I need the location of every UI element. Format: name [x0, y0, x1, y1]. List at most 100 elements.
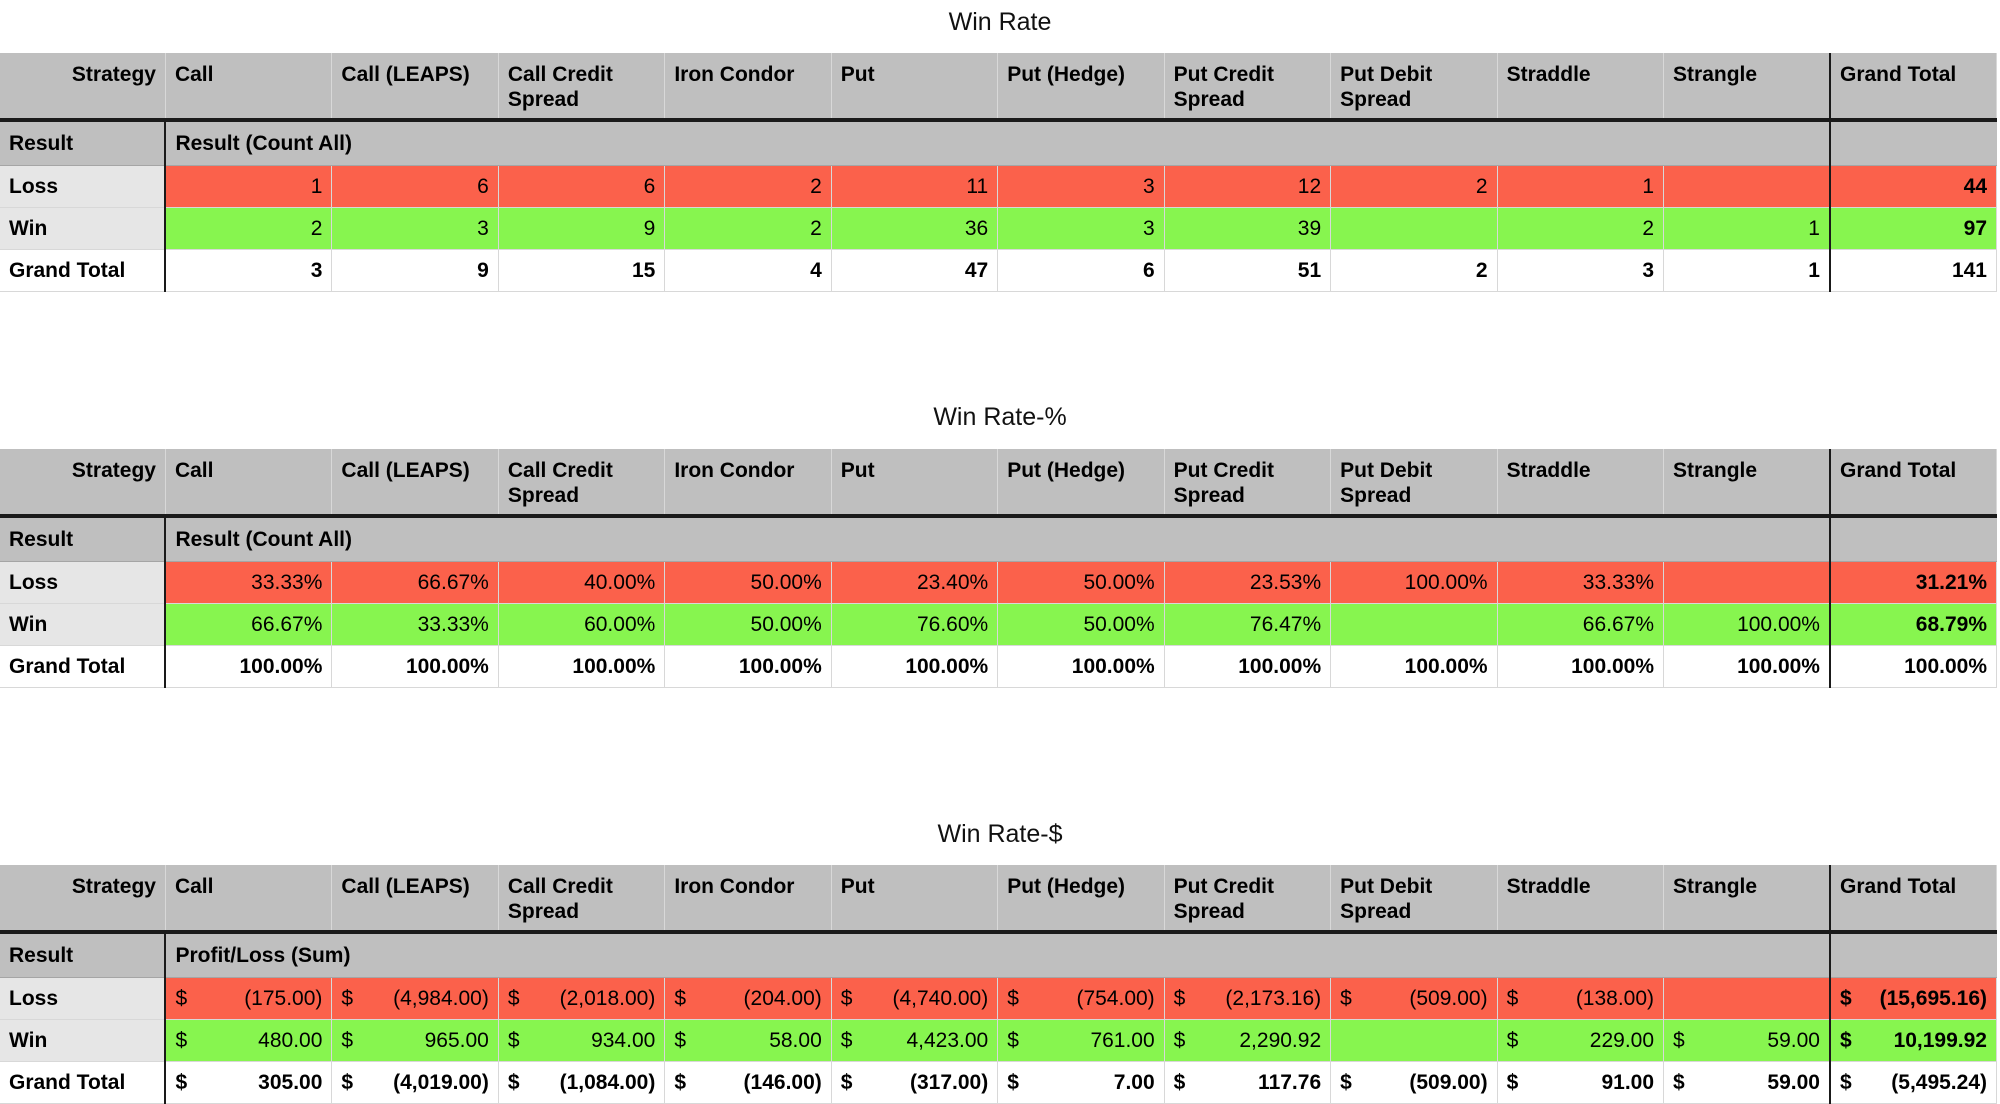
- value-cell[interactable]: [1663, 977, 1831, 1020]
- value-cell[interactable]: 76.60%: [831, 603, 999, 646]
- value-cell[interactable]: 2: [1497, 207, 1665, 250]
- value-cell[interactable]: 36: [831, 207, 999, 250]
- value-cell[interactable]: 66.67%: [331, 561, 499, 604]
- value-cell[interactable]: 1: [1663, 249, 1831, 292]
- value-cell[interactable]: 76.47%: [1164, 603, 1332, 646]
- value-cell[interactable]: $229.00: [1497, 1019, 1665, 1062]
- value-cell[interactable]: $480.00: [165, 1019, 333, 1062]
- grand-total-cell[interactable]: $10,199.92: [1828, 1019, 1997, 1062]
- column-header[interactable]: Call (LEAPS): [331, 449, 499, 518]
- value-cell[interactable]: 6: [997, 249, 1165, 292]
- column-header[interactable]: Iron Condor: [664, 53, 832, 122]
- column-header[interactable]: Put Debit Spread: [1330, 53, 1498, 122]
- value-cell[interactable]: 3: [1497, 249, 1665, 292]
- value-cell[interactable]: $117.76: [1164, 1061, 1332, 1104]
- value-cell[interactable]: 100.00%: [831, 645, 999, 688]
- value-cell[interactable]: $ (509.00): [1330, 977, 1498, 1020]
- column-header[interactable]: Call Credit Spread: [498, 53, 666, 122]
- column-header[interactable]: Put (Hedge): [997, 865, 1165, 934]
- value-cell[interactable]: 6: [498, 165, 666, 208]
- value-cell[interactable]: [1663, 165, 1831, 208]
- value-cell[interactable]: 60.00%: [498, 603, 666, 646]
- value-cell[interactable]: 6: [331, 165, 499, 208]
- grand-total-cell[interactable]: 100.00%: [1828, 645, 1997, 688]
- column-header[interactable]: Call: [165, 449, 333, 518]
- column-header[interactable]: Put Credit Spread: [1164, 53, 1332, 122]
- value-cell[interactable]: $ (4,019.00): [331, 1061, 499, 1104]
- value-cell[interactable]: 47: [831, 249, 999, 292]
- column-header[interactable]: Iron Condor: [664, 449, 832, 518]
- value-cell[interactable]: 12: [1164, 165, 1332, 208]
- value-cell[interactable]: 50.00%: [997, 603, 1165, 646]
- value-cell[interactable]: 66.67%: [165, 603, 333, 646]
- value-cell[interactable]: 11: [831, 165, 999, 208]
- value-cell[interactable]: 2: [664, 165, 832, 208]
- value-cell[interactable]: $ (175.00): [165, 977, 333, 1020]
- value-cell[interactable]: $ (146.00): [664, 1061, 832, 1104]
- value-cell[interactable]: 1: [1497, 165, 1665, 208]
- column-header[interactable]: Call Credit Spread: [498, 449, 666, 518]
- column-header[interactable]: Put Credit Spread: [1164, 865, 1332, 934]
- value-cell[interactable]: 50.00%: [664, 561, 832, 604]
- column-header[interactable]: Straddle: [1497, 449, 1665, 518]
- value-cell[interactable]: 2: [165, 207, 333, 250]
- column-header[interactable]: Straddle: [1497, 53, 1665, 122]
- grand-total-cell[interactable]: $ (5,495.24): [1828, 1061, 1997, 1104]
- grand-total-cell[interactable]: $ (15,695.16): [1828, 977, 1997, 1020]
- column-header[interactable]: Put: [831, 449, 999, 518]
- value-cell[interactable]: $59.00: [1663, 1061, 1831, 1104]
- grand-total-cell[interactable]: 97: [1828, 207, 1997, 250]
- value-cell[interactable]: 33.33%: [1497, 561, 1665, 604]
- value-cell[interactable]: 100.00%: [997, 645, 1165, 688]
- column-header[interactable]: Grand Total: [1828, 865, 1997, 934]
- value-cell[interactable]: 100.00%: [1663, 603, 1831, 646]
- value-cell[interactable]: $ (4,984.00): [331, 977, 499, 1020]
- value-cell[interactable]: 39: [1164, 207, 1332, 250]
- value-cell[interactable]: $ (317.00): [831, 1061, 999, 1104]
- column-header[interactable]: Put (Hedge): [997, 449, 1165, 518]
- value-cell[interactable]: $ (204.00): [664, 977, 832, 1020]
- value-cell[interactable]: $58.00: [664, 1019, 832, 1062]
- column-header[interactable]: Straddle: [1497, 865, 1665, 934]
- value-cell[interactable]: $934.00: [498, 1019, 666, 1062]
- value-cell[interactable]: 40.00%: [498, 561, 666, 604]
- value-cell[interactable]: [1330, 207, 1498, 250]
- value-cell[interactable]: 9: [331, 249, 499, 292]
- column-header[interactable]: Strangle: [1663, 865, 1831, 934]
- value-cell[interactable]: 3: [331, 207, 499, 250]
- value-cell[interactable]: [1663, 561, 1831, 604]
- value-cell[interactable]: 23.40%: [831, 561, 999, 604]
- value-cell[interactable]: 100.00%: [1330, 561, 1498, 604]
- value-cell[interactable]: $ (2,173.16): [1164, 977, 1332, 1020]
- value-cell[interactable]: 9: [498, 207, 666, 250]
- value-cell[interactable]: $965.00: [331, 1019, 499, 1062]
- column-header[interactable]: Put: [831, 865, 999, 934]
- value-cell[interactable]: 3: [997, 207, 1165, 250]
- grand-total-cell[interactable]: 44: [1828, 165, 1997, 208]
- value-cell[interactable]: $ (138.00): [1497, 977, 1665, 1020]
- value-cell[interactable]: 100.00%: [165, 645, 333, 688]
- value-cell[interactable]: 51: [1164, 249, 1332, 292]
- column-header[interactable]: Put Credit Spread: [1164, 449, 1332, 518]
- value-cell[interactable]: 2: [664, 207, 832, 250]
- value-cell[interactable]: $761.00: [997, 1019, 1165, 1062]
- value-cell[interactable]: $7.00: [997, 1061, 1165, 1104]
- column-header[interactable]: Strangle: [1663, 53, 1831, 122]
- value-cell[interactable]: [1330, 1019, 1498, 1062]
- value-cell[interactable]: $2,290.92: [1164, 1019, 1332, 1062]
- value-cell[interactable]: 23.53%: [1164, 561, 1332, 604]
- value-cell[interactable]: 66.67%: [1497, 603, 1665, 646]
- value-cell[interactable]: 33.33%: [165, 561, 333, 604]
- value-cell[interactable]: $ (754.00): [997, 977, 1165, 1020]
- value-cell[interactable]: 100.00%: [331, 645, 499, 688]
- column-header[interactable]: Call: [165, 53, 333, 122]
- column-header[interactable]: Iron Condor: [664, 865, 832, 934]
- value-cell[interactable]: $91.00: [1497, 1061, 1665, 1104]
- value-cell[interactable]: $305.00: [165, 1061, 333, 1104]
- value-cell[interactable]: $ (1,084.00): [498, 1061, 666, 1104]
- value-cell[interactable]: 1: [165, 165, 333, 208]
- value-cell[interactable]: $59.00: [1663, 1019, 1831, 1062]
- column-header[interactable]: Call (LEAPS): [331, 865, 499, 934]
- column-header[interactable]: Call (LEAPS): [331, 53, 499, 122]
- column-header[interactable]: Call Credit Spread: [498, 865, 666, 934]
